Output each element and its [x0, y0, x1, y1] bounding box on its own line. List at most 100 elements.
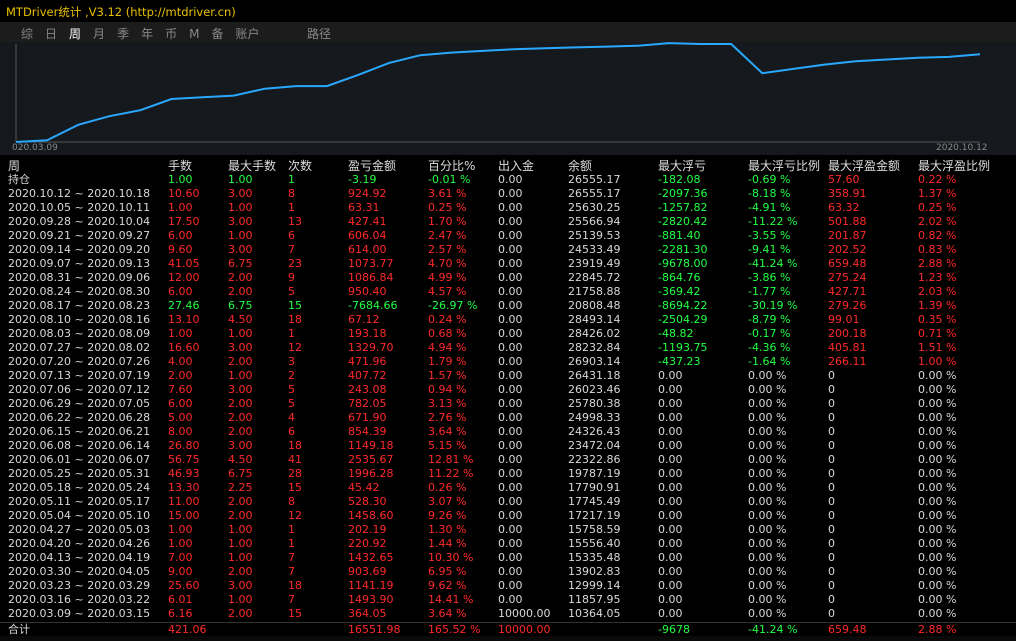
column-header[interactable]: 最大浮盈比例: [918, 159, 991, 173]
column-header[interactable]: 最大浮亏比例: [748, 159, 821, 173]
table-cell: 0.00 %: [748, 607, 787, 620]
table-cell: -0.01 %: [428, 173, 471, 186]
table-cell: -4.36 %: [748, 341, 791, 354]
table-row[interactable]: 2020.10.05 ~ 2020.10.11 1.00 1.00 1 63.31 0.2…: [0, 201, 1000, 215]
table-cell: 0.00: [498, 439, 523, 452]
table-row[interactable]: 2020.06.29 ~ 2020.07.05 6.00 2.00 5 782.05 3.…: [0, 397, 1000, 411]
table-cell: 193.18: [348, 327, 387, 340]
table-cell: 2020.06.08 ~ 2020.06.14: [8, 439, 151, 452]
table-cell: 3.00: [228, 341, 253, 354]
table-row[interactable]: 2020.05.25 ~ 2020.05.31 46.93 6.75 28 1996.2…: [0, 467, 1000, 481]
table-row[interactable]: 2020.07.06 ~ 2020.07.12 7.60 3.00 5 243.08 0.…: [0, 383, 1000, 397]
table-row[interactable]: 2020.07.13 ~ 2020.07.19 2.00 1.00 2 407.72 1.…: [0, 369, 1000, 383]
table-cell: 5: [288, 383, 295, 396]
table-cell: 0.00: [498, 299, 523, 312]
table-cell: 0: [828, 551, 835, 564]
table-cell: 0.82 %: [918, 229, 957, 242]
column-header[interactable]: 出入金: [498, 159, 535, 173]
tab-5[interactable]: 年: [141, 27, 154, 41]
table-row[interactable]: 2020.09.07 ~ 2020.09.13 41.05 6.75 23 1073.7…: [0, 257, 1000, 271]
table-cell: 6.00: [168, 229, 193, 242]
tab-8[interactable]: 备: [211, 27, 224, 41]
column-header[interactable]: 最大手数: [228, 159, 277, 173]
table-row[interactable]: 2020.09.21 ~ 2020.09.27 6.00 1.00 6 606.04 2.…: [0, 229, 1000, 243]
balance-chart-svg: [15, 42, 981, 143]
table-row[interactable]: 2020.09.14 ~ 2020.09.20 9.60 3.00 7 614.00 2.…: [0, 243, 1000, 257]
table-row[interactable]: 2020.08.10 ~ 2020.08.16 13.10 4.50 18 67.12 0…: [0, 313, 1000, 327]
table-row[interactable]: 2020.04.27 ~ 2020.05.03 1.00 1.00 1 202.19 1.…: [0, 523, 1000, 537]
table-cell: 4: [288, 411, 295, 424]
table-row[interactable]: 2020.06.01 ~ 2020.06.07 56.75 4.50 41 2535.6…: [0, 453, 1000, 467]
path-button[interactable]: 路径: [307, 27, 332, 41]
column-header[interactable]: 手数: [168, 159, 193, 173]
column-header[interactable]: 盈亏金额: [348, 159, 397, 173]
table-cell: 0.00: [498, 425, 523, 438]
column-header[interactable]: 周: [8, 159, 21, 173]
table-cell: 3.00: [228, 439, 253, 452]
table-cell: 200.18: [828, 327, 867, 340]
table-row[interactable]: 2020.07.27 ~ 2020.08.02 16.60 3.00 12 1329.7…: [0, 341, 1000, 355]
table-row[interactable]: 2020.10.12 ~ 2020.10.18 10.60 3.00 8 924.92 3…: [0, 187, 1000, 201]
table-cell: -11.22 %: [748, 215, 798, 228]
table-row[interactable]: 2020.07.20 ~ 2020.07.26 4.00 2.00 3 471.96 1.…: [0, 355, 1000, 369]
table-row[interactable]: 2020.06.15 ~ 2020.06.21 8.00 2.00 6 854.39 3.…: [0, 425, 1000, 439]
table-cell: 26903.14: [568, 355, 621, 368]
table-row[interactable]: 2020.05.18 ~ 2020.05.24 13.30 2.25 15 45.42 0…: [0, 481, 1000, 495]
table-row[interactable]: 2020.05.11 ~ 2020.05.17 11.00 2.00 8 528.30 3…: [0, 495, 1000, 509]
column-header[interactable]: 余额: [568, 159, 593, 173]
table-row[interactable]: 2020.08.03 ~ 2020.08.09 1.00 1.00 1 193.18 0.…: [0, 327, 1000, 341]
table-cell: 0.00 %: [748, 425, 787, 438]
tab-6[interactable]: 币: [165, 27, 178, 41]
table-cell: 1.00: [228, 537, 253, 550]
table-row[interactable]: 2020.04.20 ~ 2020.04.26 1.00 1.00 1 220.92 1.…: [0, 537, 1000, 551]
tab-3[interactable]: 月: [93, 27, 106, 41]
table-cell: 3.61 %: [428, 187, 467, 200]
table-cell: 1.51 %: [918, 341, 957, 354]
table-cell: 6.75: [228, 299, 253, 312]
table-row[interactable]: 2020.03.16 ~ 2020.03.22 6.01 1.00 7 1493.90 1…: [0, 593, 1000, 607]
column-header[interactable]: 次数: [288, 159, 313, 173]
table-cell: 1.00: [168, 327, 193, 340]
table-cell: 1.37 %: [918, 187, 957, 200]
tab-9[interactable]: 账户: [235, 27, 260, 41]
tab-1[interactable]: 日: [45, 27, 58, 41]
tab-7[interactable]: M: [189, 27, 200, 41]
table-row[interactable]: 2020.03.30 ~ 2020.04.05 9.00 2.00 7 903.69 6.…: [0, 565, 1000, 579]
table-row[interactable]: 2020.08.31 ~ 2020.09.06 12.00 2.00 9 1086.84…: [0, 271, 1000, 285]
table-cell: 15: [288, 299, 302, 312]
tab-2[interactable]: 周: [69, 27, 82, 41]
table-row[interactable]: 2020.08.17 ~ 2020.08.23 27.46 6.75 15 -7684.…: [0, 299, 1000, 313]
tab-0[interactable]: 综: [21, 27, 34, 41]
table-cell: 6: [288, 229, 295, 242]
table-cell: 2020.04.27 ~ 2020.05.03: [8, 523, 151, 536]
table-cell: 5.15 %: [428, 439, 467, 452]
table-cell: 0.00 %: [748, 551, 787, 564]
table-cell: 0.00 %: [918, 593, 957, 606]
table-row[interactable]: 持仓 1.00 1.00 1 -3.19 -0.01 % 0.00 26555.17 -182.…: [0, 173, 1000, 187]
table-cell: -1.64 %: [748, 355, 791, 368]
table-cell: 0: [828, 453, 835, 466]
table-cell: 0.00: [498, 565, 523, 578]
table-cell: 0: [828, 439, 835, 452]
column-header[interactable]: 百分比%: [428, 159, 476, 173]
tab-4[interactable]: 季: [117, 27, 130, 41]
column-header[interactable]: 最大浮亏: [658, 159, 707, 173]
table-row[interactable]: 2020.03.23 ~ 2020.03.29 25.60 3.00 18 1141.1…: [0, 579, 1000, 593]
table-cell: 1: [288, 201, 295, 214]
table-row[interactable]: 2020.06.22 ~ 2020.06.28 5.00 2.00 4 671.90 2.…: [0, 411, 1000, 425]
table-row[interactable]: 2020.03.09 ~ 2020.03.15 6.16 2.00 15 364.05 3…: [0, 607, 1000, 621]
table-cell: 18: [288, 439, 302, 452]
table-cell: 0.00: [498, 285, 523, 298]
table-row[interactable]: 2020.06.08 ~ 2020.06.14 26.80 3.00 18 1149.1…: [0, 439, 1000, 453]
table-cell: 22845.72: [568, 271, 621, 284]
table-row[interactable]: 2020.05.04 ~ 2020.05.10 15.00 2.00 12 1458.6…: [0, 509, 1000, 523]
table-cell: 1.30 %: [428, 523, 467, 536]
table-row[interactable]: 2020.04.13 ~ 2020.04.19 7.00 1.00 7 1432.65 1…: [0, 551, 1000, 565]
table-cell: -1193.75: [658, 341, 708, 354]
table-row[interactable]: 2020.09.28 ~ 2020.10.04 17.50 3.00 13 427.41…: [0, 215, 1000, 229]
table-cell: 0: [828, 397, 835, 410]
table-cell: 0.00 %: [918, 523, 957, 536]
table-cell: 1.00: [168, 537, 193, 550]
table-row[interactable]: 2020.08.24 ~ 2020.08.30 6.00 2.00 5 950.40 4.…: [0, 285, 1000, 299]
column-header[interactable]: 最大浮盈金额: [828, 159, 901, 173]
